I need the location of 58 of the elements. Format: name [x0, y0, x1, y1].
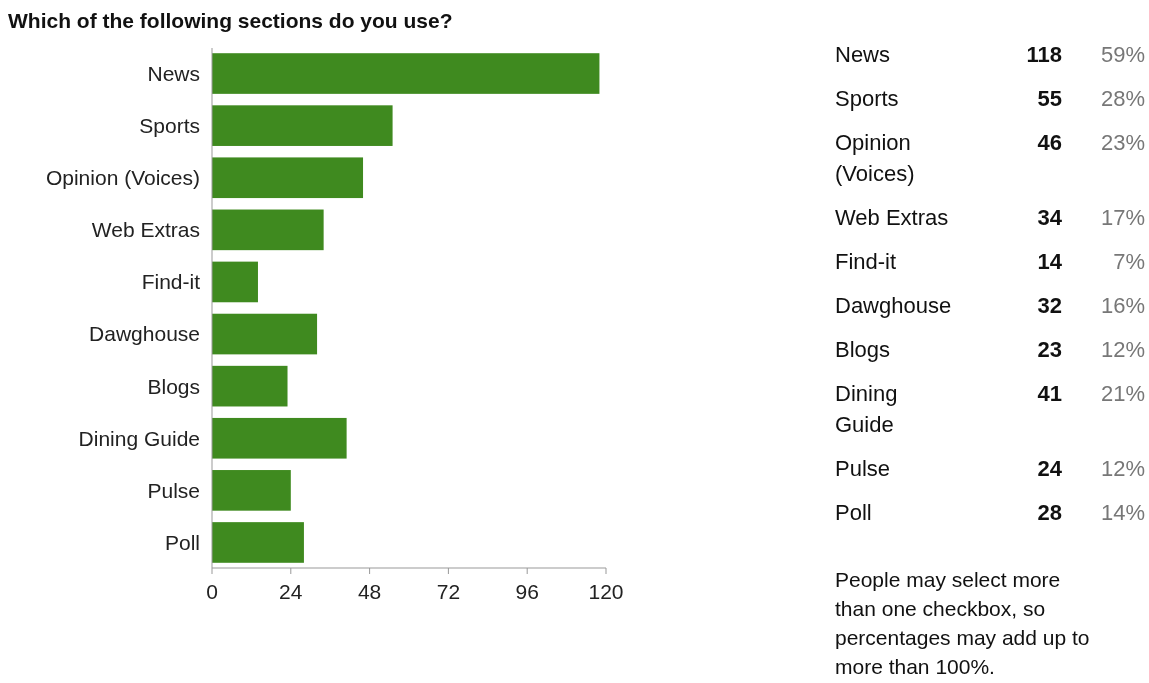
data-label: 12%	[1100, 337, 1145, 362]
data-label: 28%	[1100, 86, 1145, 111]
data-label: 16%	[1100, 293, 1145, 318]
category-label: Web Extras	[835, 205, 949, 230]
bar	[212, 522, 304, 563]
category-label: Dawghouse	[835, 293, 952, 318]
y-tick-label: Blogs	[147, 374, 200, 398]
data-label: 14	[1037, 249, 1063, 274]
y-tick-label: Poll	[164, 530, 200, 554]
data-label: 23	[1037, 337, 1062, 362]
data-label: 46	[1037, 130, 1062, 155]
data-label: 55	[1037, 86, 1062, 111]
text: People may select more than one checkbox, so percentages may add up to more than 100%.	[835, 568, 1090, 678]
y-tick-label: Find-it	[141, 270, 201, 294]
category-label: Blogs	[835, 337, 891, 362]
data-label: 23%	[1100, 130, 1145, 155]
data-label: 7%	[1113, 249, 1145, 274]
y-tick-label: News	[147, 61, 200, 85]
data-label: 118	[1026, 42, 1062, 67]
bar	[212, 313, 318, 355]
data-label: 14%	[1100, 500, 1145, 525]
x-tick-label: 120	[588, 580, 624, 603]
category-label: Sports	[835, 86, 899, 111]
data-label: 21%	[1100, 381, 1145, 406]
chart-title: Which of the following sections do you use?	[8, 9, 453, 32]
data-label: 41	[1037, 381, 1062, 406]
x-tick-label: 0	[206, 580, 218, 603]
y-tick-label: Dining Guide	[78, 426, 200, 450]
bar	[212, 53, 600, 94]
category-label: Find-it	[835, 249, 897, 274]
data-label: 32	[1037, 293, 1062, 318]
y-tick-label: Pulse	[147, 478, 200, 502]
category-label: Poll	[835, 500, 872, 525]
bar	[212, 261, 258, 303]
bar	[212, 417, 347, 459]
category-label: Opinion (Voices)	[835, 130, 915, 186]
category-label: News	[835, 42, 891, 67]
category-label: Dining Guide	[835, 381, 898, 437]
y-tick-label: Web Extras	[91, 218, 200, 242]
x-tick-label: 72	[436, 580, 461, 603]
bar	[212, 365, 288, 407]
data-label: 12%	[1100, 456, 1145, 481]
data-label: 24	[1037, 456, 1063, 481]
y-tick-label: Dawghouse	[89, 322, 200, 346]
data-label: 59%	[1100, 42, 1145, 67]
x-tick-label: 48	[357, 580, 382, 603]
data-label: 34	[1037, 205, 1063, 230]
bar	[212, 470, 291, 511]
data-label: 17%	[1100, 205, 1145, 230]
bar	[212, 157, 364, 199]
data-label: 28	[1037, 500, 1062, 525]
x-tick-label: 24	[279, 580, 303, 603]
y-tick-label: Sports	[139, 113, 200, 137]
bar	[212, 209, 324, 251]
y-tick-label: Opinion (Voices)	[45, 166, 200, 190]
x-tick-label: 96	[515, 580, 539, 603]
bar	[212, 105, 393, 146]
category-label: Pulse	[835, 456, 891, 481]
